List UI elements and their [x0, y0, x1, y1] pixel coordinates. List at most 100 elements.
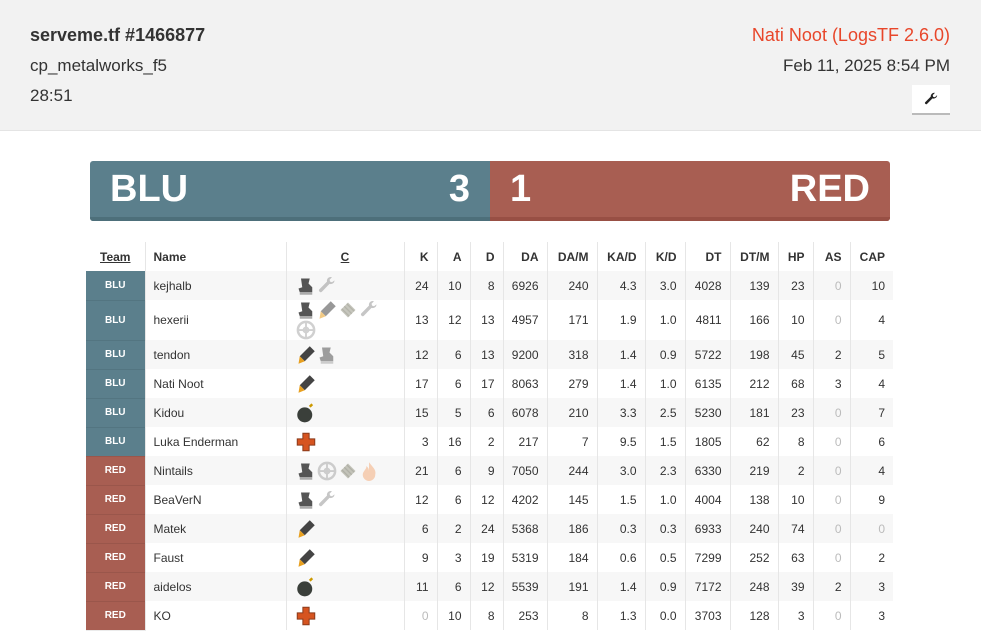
column-header-d[interactable]: D: [469, 242, 503, 271]
column-header-hp[interactable]: HP: [777, 242, 813, 271]
stat-da: 253: [502, 601, 547, 630]
stat-kd: 0.9: [644, 340, 685, 369]
class-icons: [285, 300, 404, 340]
engineer-class-icon: [318, 276, 334, 292]
player-row: RED Faust 9 3 19 5319 184 0.6 0.5 7299 252 63 0 2: [86, 543, 893, 573]
stat-dt: 7299: [684, 543, 730, 572]
stat-kd: 0.9: [644, 572, 685, 601]
stat-dam: 191: [546, 572, 597, 601]
stat-a: 3: [436, 543, 470, 572]
column-header-dam[interactable]: DA/M: [546, 242, 597, 271]
class-icons: [285, 271, 404, 300]
column-header-kd[interactable]: K/D: [644, 242, 685, 271]
column-header-c[interactable]: C: [285, 242, 404, 271]
stat-da: 7050: [502, 456, 547, 485]
team-badge: RED: [86, 572, 145, 602]
player-name[interactable]: KO: [144, 601, 286, 630]
stat-k: 0: [403, 601, 437, 630]
stat-hp: 23: [777, 398, 813, 427]
team-badge: BLU: [86, 369, 145, 399]
wrench-icon: [924, 92, 938, 105]
stat-d: 13: [469, 340, 503, 369]
stat-kad: 1.5: [596, 485, 645, 514]
stat-k: 6: [403, 514, 437, 543]
stat-hp: 63: [777, 543, 813, 572]
stat-kd: 1.5: [644, 427, 685, 456]
column-header-name[interactable]: Name: [144, 242, 286, 271]
stat-k: 21: [403, 456, 437, 485]
stat-as: 0: [812, 543, 850, 572]
stat-dt: 6933: [684, 514, 730, 543]
stat-dtm: 181: [729, 398, 778, 427]
column-header-team[interactable]: Team: [100, 249, 131, 264]
stat-kd: 0.3: [644, 514, 685, 543]
medic-class-icon: [296, 432, 315, 451]
stat-dam: 210: [546, 398, 597, 427]
stat-a: 6: [436, 456, 470, 485]
stat-as: 0: [812, 485, 850, 514]
class-icons: [285, 514, 404, 543]
player-name[interactable]: Faust: [144, 543, 286, 572]
column-header-k[interactable]: K: [403, 242, 437, 271]
team-badge: RED: [86, 601, 145, 631]
player-name[interactable]: Nati Noot: [144, 369, 286, 398]
column-header-as[interactable]: AS: [812, 242, 850, 271]
stat-d: 13: [469, 300, 503, 340]
stat-dam: 171: [546, 300, 597, 340]
player-name[interactable]: BeaVerN: [144, 485, 286, 514]
stat-k: 12: [403, 485, 437, 514]
player-name[interactable]: Kidou: [144, 398, 286, 427]
column-header-dtm[interactable]: DT/M: [729, 242, 778, 271]
column-header-kad[interactable]: KA/D: [596, 242, 645, 271]
column-header-da[interactable]: DA: [502, 242, 547, 271]
stat-kd: 1.0: [644, 300, 685, 340]
stat-as: 0: [812, 456, 850, 485]
stat-kad: 1.4: [596, 572, 645, 601]
stat-da: 6926: [502, 271, 547, 300]
player-row: BLU Kidou 15 5 6 6078 210 3.3 2.5 5230 181 23 0 7: [86, 398, 893, 428]
stat-dt: 4028: [684, 271, 730, 300]
stat-kd: 0.0: [644, 601, 685, 630]
stat-dam: 240: [546, 271, 597, 300]
pyro-class-icon: [362, 461, 375, 481]
tools-button[interactable]: [912, 85, 950, 115]
player-name[interactable]: hexerii: [144, 300, 286, 340]
stat-kad: 0.3: [596, 514, 645, 543]
class-icons: [285, 601, 404, 630]
stat-dam: 318: [546, 340, 597, 369]
player-name[interactable]: Luka Enderman: [144, 427, 286, 456]
stat-kd: 1.0: [644, 369, 685, 398]
stat-cap: 3: [849, 601, 893, 630]
player-name[interactable]: aidelos: [144, 572, 286, 601]
uploader-link[interactable]: Nati Noot (LogsTF 2.6.0): [751, 25, 950, 45]
soldier-class-icon: [298, 548, 315, 567]
stat-d: 2: [469, 427, 503, 456]
stat-a: 12: [436, 300, 470, 340]
stat-a: 16: [436, 427, 470, 456]
player-name[interactable]: kejhalb: [144, 271, 286, 300]
stat-da: 5319: [502, 543, 547, 572]
stat-hp: 8: [777, 427, 813, 456]
player-row: BLU kejhalb 24 10 8 6926 240 4.3 3.0 4028 139 23 0 10: [86, 271, 893, 301]
scout-class-icon: [298, 463, 312, 480]
stat-as: 0: [812, 300, 850, 340]
player-name[interactable]: tendon: [144, 340, 286, 369]
stat-da: 8063: [502, 369, 547, 398]
stat-cap: 10: [849, 271, 893, 300]
stat-k: 9: [403, 543, 437, 572]
soldier-class-icon: [298, 519, 315, 538]
column-header-a[interactable]: A: [436, 242, 470, 271]
player-name[interactable]: Matek: [144, 514, 286, 543]
player-name[interactable]: Nintails: [144, 456, 286, 485]
stat-kad: 1.3: [596, 601, 645, 630]
soldier-class-icon: [298, 345, 315, 364]
stat-d: 8: [469, 271, 503, 300]
match-date: Feb 11, 2025 8:54 PM: [783, 56, 950, 75]
column-header-cap[interactable]: CAP: [849, 242, 893, 271]
stat-dam: 8: [546, 601, 597, 630]
stat-dam: 184: [546, 543, 597, 572]
column-header-dt[interactable]: DT: [684, 242, 730, 271]
stat-as: 0: [812, 398, 850, 427]
stat-dam: 7: [546, 427, 597, 456]
player-stats-table: Team Name C K A D DA DA/M KA/D K/D DT DT/M HP AS CAP B…: [86, 242, 893, 631]
